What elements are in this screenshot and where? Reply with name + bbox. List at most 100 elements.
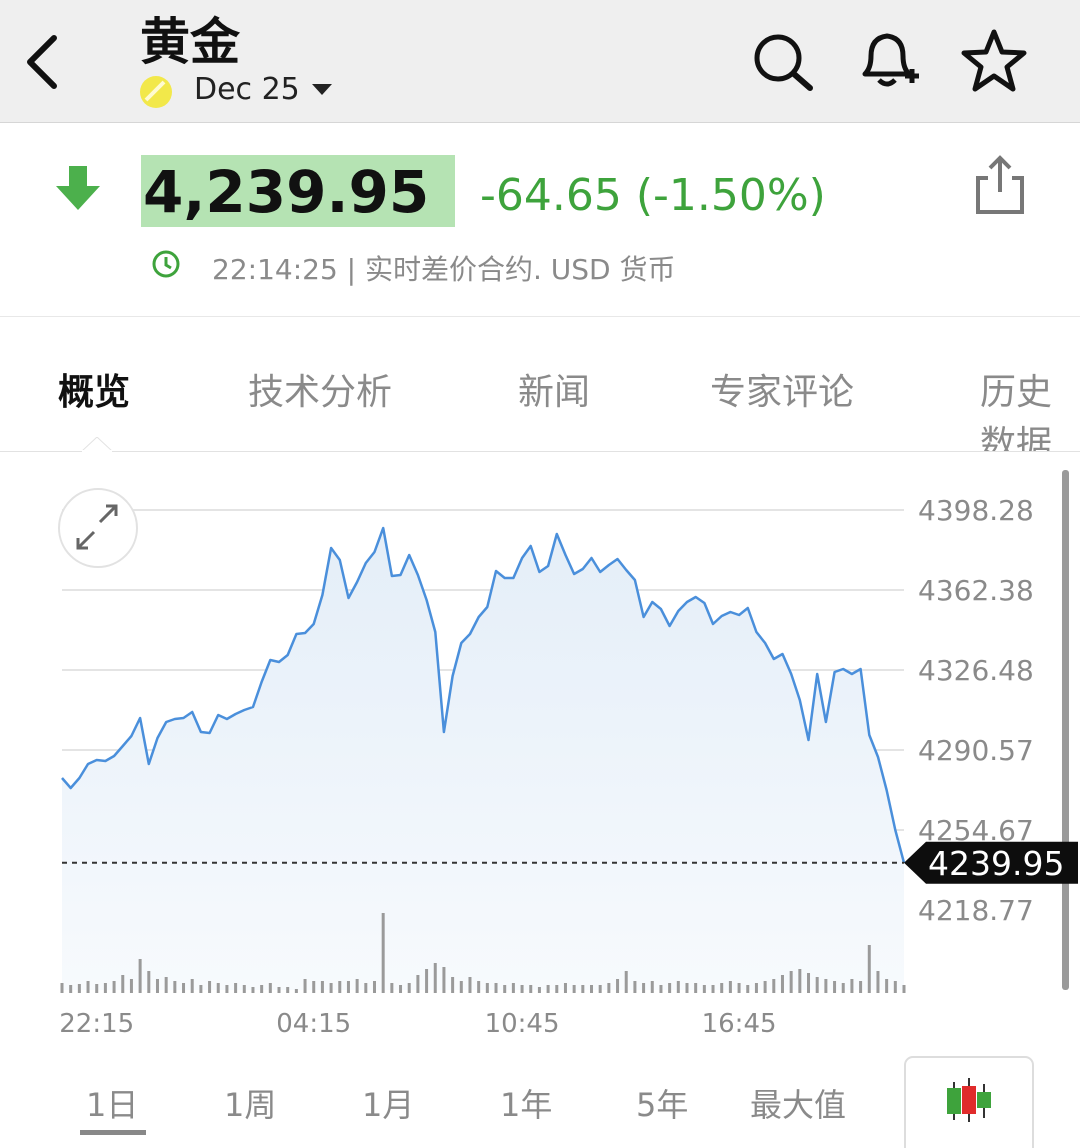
tab-bar: 概览 技术分析 新闻 专家评论 历史数据 [0,316,1080,452]
expand-button[interactable] [56,486,140,570]
volume-bar [459,981,463,993]
contract-label[interactable]: Dec 25 [194,72,300,107]
volume-bar [754,983,758,993]
volume-bar [60,983,64,993]
volume-bar [694,983,698,993]
volume-bar [173,981,177,993]
volume-bar [208,981,212,993]
volume-bar [346,981,350,993]
volume-bar [451,977,455,993]
volume-bar [763,981,767,993]
volume-bar [902,985,906,993]
share-icon[interactable] [972,154,1028,216]
range-button[interactable]: 1日 [86,1086,139,1124]
volume-bar [876,971,880,993]
volume-bar [294,989,298,993]
volume-bar [416,975,420,993]
volume-bar [190,979,194,993]
top-bar: 黄金 Dec 25 [0,0,1080,123]
volume-bar [338,981,342,993]
range-button[interactable]: 1周 [224,1086,277,1124]
volume-bar [798,969,802,993]
volume-bar [737,983,741,993]
range-button[interactable]: 1月 [362,1086,415,1124]
volume-bar [225,985,229,993]
price-line [61,526,906,864]
price-highlight [141,155,455,227]
volume-bar [555,985,559,993]
instrument-title: 黄金 [140,13,240,71]
search-icon[interactable] [750,30,820,94]
x-tick-label: 16:45 [702,1009,777,1039]
volume-bar [659,985,663,993]
volume-bar [277,987,281,993]
tab[interactable]: 专家评论 [710,372,855,413]
y-tick-label: 4362.38 [918,574,1034,607]
volume-bar [477,981,481,993]
volume-bar [77,984,81,993]
volume-bar [841,983,845,993]
alert-icon[interactable] [855,28,925,94]
volume-bar [95,984,99,993]
volume-bar [399,985,403,993]
chart-type-button[interactable] [904,1056,1034,1148]
volume-bar [390,983,394,993]
volume-bar [885,979,889,993]
volume-bar [607,983,611,993]
volume-bar [242,985,246,993]
volume-bar [199,985,203,993]
volume-bar [563,983,567,993]
volume-bar [833,981,837,993]
volume-bar [468,977,472,993]
tab[interactable]: 概览 [58,372,131,413]
volume-bar [312,981,316,993]
volume-bar [616,979,620,993]
range-button[interactable]: 1年 [500,1086,553,1124]
volume-bar [711,985,715,993]
volume-bar [251,987,255,993]
tab[interactable]: 技术分析 [248,372,393,413]
volume-bar [859,981,863,993]
volume-bar [642,983,646,993]
volume-bar [529,985,533,993]
volume-bar [598,985,602,993]
volume-bar [624,971,628,993]
dropdown-caret[interactable] [310,82,334,98]
tab[interactable]: 新闻 [518,372,591,413]
volume-bar [807,973,811,993]
volume-bar [520,985,524,993]
volume-bar [155,979,159,993]
y-tick-label: 4398.28 [918,494,1034,527]
volume-bar [815,977,819,993]
volume-bar [121,975,125,993]
tab[interactable]: 历史数据 [980,372,1053,452]
volume-bar [503,985,507,993]
volume-bar [425,969,429,993]
volume-bar [129,979,133,993]
volume-bar [164,977,168,993]
volume-bar [668,983,672,993]
volume-bar [720,983,724,993]
volume-bar [537,987,541,993]
back-button[interactable] [20,32,64,92]
y-tick-label: 4254.67 [918,814,1034,847]
volume-bar [69,985,73,993]
range-button[interactable]: 5年 [636,1086,689,1124]
volume-bar [355,979,359,993]
volume-bar [702,985,706,993]
volume-bar [216,983,220,993]
volume-bar [381,913,385,993]
x-tick-label: 10:45 [485,1009,560,1039]
volume-bar [780,975,784,993]
y-tick-label: 4290.57 [918,734,1034,767]
volume-bar [320,981,324,993]
volume-bar [685,983,689,993]
volume-bar [581,985,585,993]
range-underline [80,1130,146,1135]
range-button[interactable]: 最大值 [750,1086,847,1124]
tab-indicator [82,437,112,453]
last-price-tag [904,841,1078,884]
favorite-icon[interactable] [960,28,1028,94]
volume-bar [650,981,654,993]
